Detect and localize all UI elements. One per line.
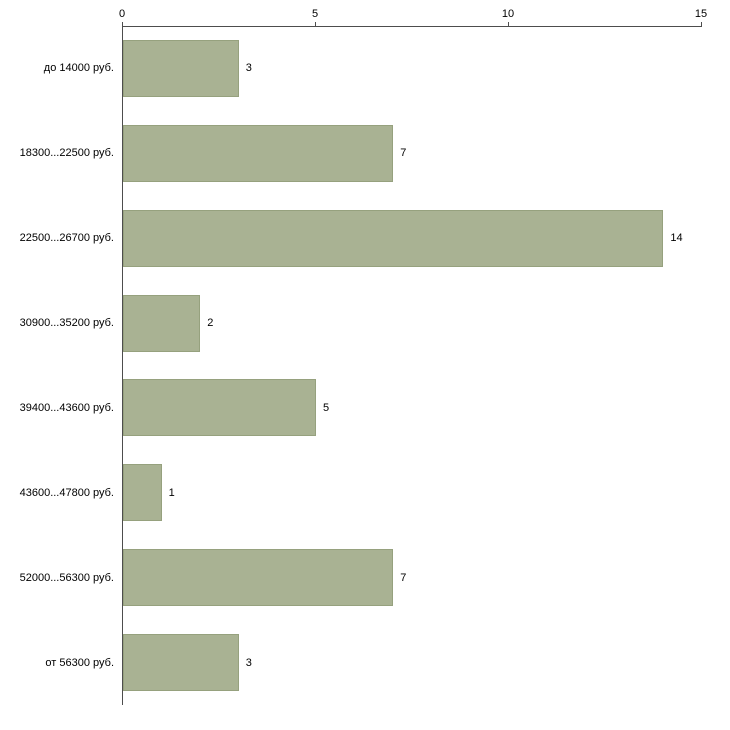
x-axis-tick-mark bbox=[122, 22, 123, 26]
bar bbox=[123, 379, 316, 437]
category-label: до 14000 руб. bbox=[43, 62, 114, 75]
value-label: 3 bbox=[245, 62, 252, 75]
category-label: 18300...22500 руб. bbox=[19, 147, 114, 160]
category-label: 52000...56300 руб. bbox=[19, 571, 114, 584]
value-label: 7 bbox=[400, 571, 407, 584]
x-axis-tick-label: 15 bbox=[694, 8, 708, 20]
value-label: 7 bbox=[400, 147, 407, 160]
x-axis-tick-label: 10 bbox=[501, 8, 515, 20]
bar bbox=[123, 464, 162, 522]
value-label: 2 bbox=[207, 317, 214, 330]
bar bbox=[123, 39, 239, 97]
category-label: от 56300 руб. bbox=[45, 656, 114, 669]
category-label: 30900...35200 руб. bbox=[19, 317, 114, 330]
value-label: 1 bbox=[168, 486, 175, 499]
bar bbox=[123, 124, 394, 182]
bar bbox=[123, 294, 201, 352]
x-axis-tick-label: 0 bbox=[118, 8, 126, 20]
bar bbox=[123, 209, 664, 267]
value-label: 14 bbox=[670, 232, 683, 245]
value-label: 3 bbox=[245, 656, 252, 669]
x-axis-line bbox=[122, 26, 702, 27]
category-label: 43600...47800 руб. bbox=[19, 486, 114, 499]
x-axis-tick-mark bbox=[315, 22, 316, 26]
x-axis-tick-mark bbox=[508, 22, 509, 26]
x-axis-tick-mark bbox=[701, 22, 702, 26]
value-label: 5 bbox=[323, 401, 330, 414]
bar bbox=[123, 634, 239, 692]
bar bbox=[123, 549, 394, 607]
y-axis-line bbox=[122, 26, 123, 705]
category-label: 39400...43600 руб. bbox=[19, 401, 114, 414]
x-axis-tick-label: 5 bbox=[311, 8, 319, 20]
category-label: 22500...26700 руб. bbox=[19, 232, 114, 245]
